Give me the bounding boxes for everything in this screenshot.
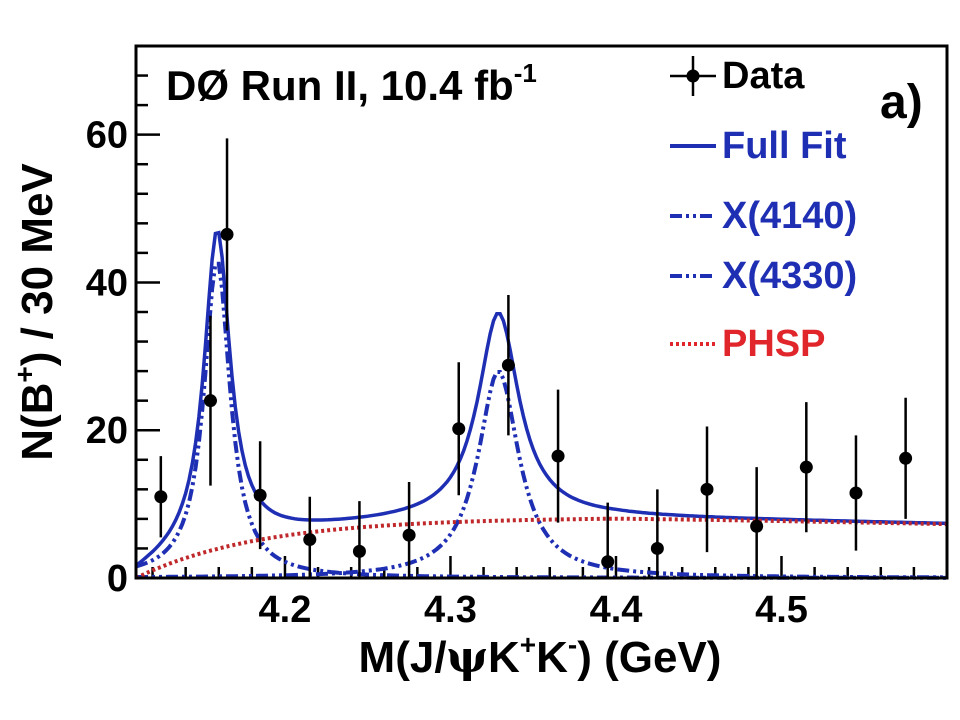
data-point [220,138,234,331]
data-point [253,441,267,550]
data-marker [402,528,416,542]
data-marker [203,394,217,408]
data-point [452,362,466,496]
data-marker [899,451,913,465]
legend-item-x-4140: X(4140) [670,195,857,237]
data-point [551,389,565,523]
legend-label: Data [722,55,805,97]
data-marker [501,358,515,372]
data-points-layer [154,138,913,578]
data-point [650,489,664,578]
x-tick-label: 4.5 [755,589,808,631]
x-tick-label: 4.2 [259,589,312,631]
y-tick-label: 60 [86,115,128,157]
curve-x-4330 [136,370,947,580]
data-marker [551,449,565,463]
data-marker [849,486,863,500]
plot-frame [134,44,949,580]
x-tick-label: 4.4 [590,589,643,631]
data-point [750,467,764,578]
y-axis-title: N(B+) / 30 MeV [9,163,62,461]
y-tick-label: 0 [107,558,128,600]
chart-title: DØ Run II, 10.4 fb-1 [166,58,537,109]
data-point [303,496,317,578]
y-tick-label: 20 [86,410,128,452]
y-tick-label: 40 [86,262,128,304]
data-marker [452,422,466,436]
curve-full-fit [134,230,948,567]
data-point [700,426,714,553]
data-point [203,315,217,486]
legend-item-phsp: PHSP [670,323,825,365]
curve-x-4140 [135,261,947,580]
legend-swatch-dot [686,69,700,83]
legend-item-data: Data [670,55,805,97]
data-marker [750,519,764,533]
data-marker [303,533,317,547]
legend-label: X(4140) [722,195,857,237]
x-tick-label: 4.3 [424,589,477,631]
data-marker [253,488,267,502]
data-marker [650,541,664,555]
legend-item-x-4330: X(4330) [670,255,857,297]
data-point [849,435,863,551]
data-point [501,295,515,436]
data-point [154,456,168,538]
data-marker [352,544,366,558]
data-marker [220,227,234,241]
legend-label: PHSP [722,323,825,365]
data-point [402,481,416,578]
data-point [601,502,615,578]
panel-label: a) [880,76,923,129]
data-marker [601,555,615,569]
legend: Data Full Fit X(4140) X(4330) PHSP [670,55,857,365]
legend-label: X(4330) [722,255,857,297]
data-point [799,402,813,533]
data-marker [799,460,813,474]
x-axis-title: M(J/ψK+K-) (GeV) [359,629,722,683]
data-marker [700,482,714,496]
legend-item-full-fit: Full Fit [670,125,847,167]
data-point [899,397,913,519]
data-marker [154,490,168,504]
legend-label: Full Fit [722,125,847,167]
data-point [352,501,366,578]
